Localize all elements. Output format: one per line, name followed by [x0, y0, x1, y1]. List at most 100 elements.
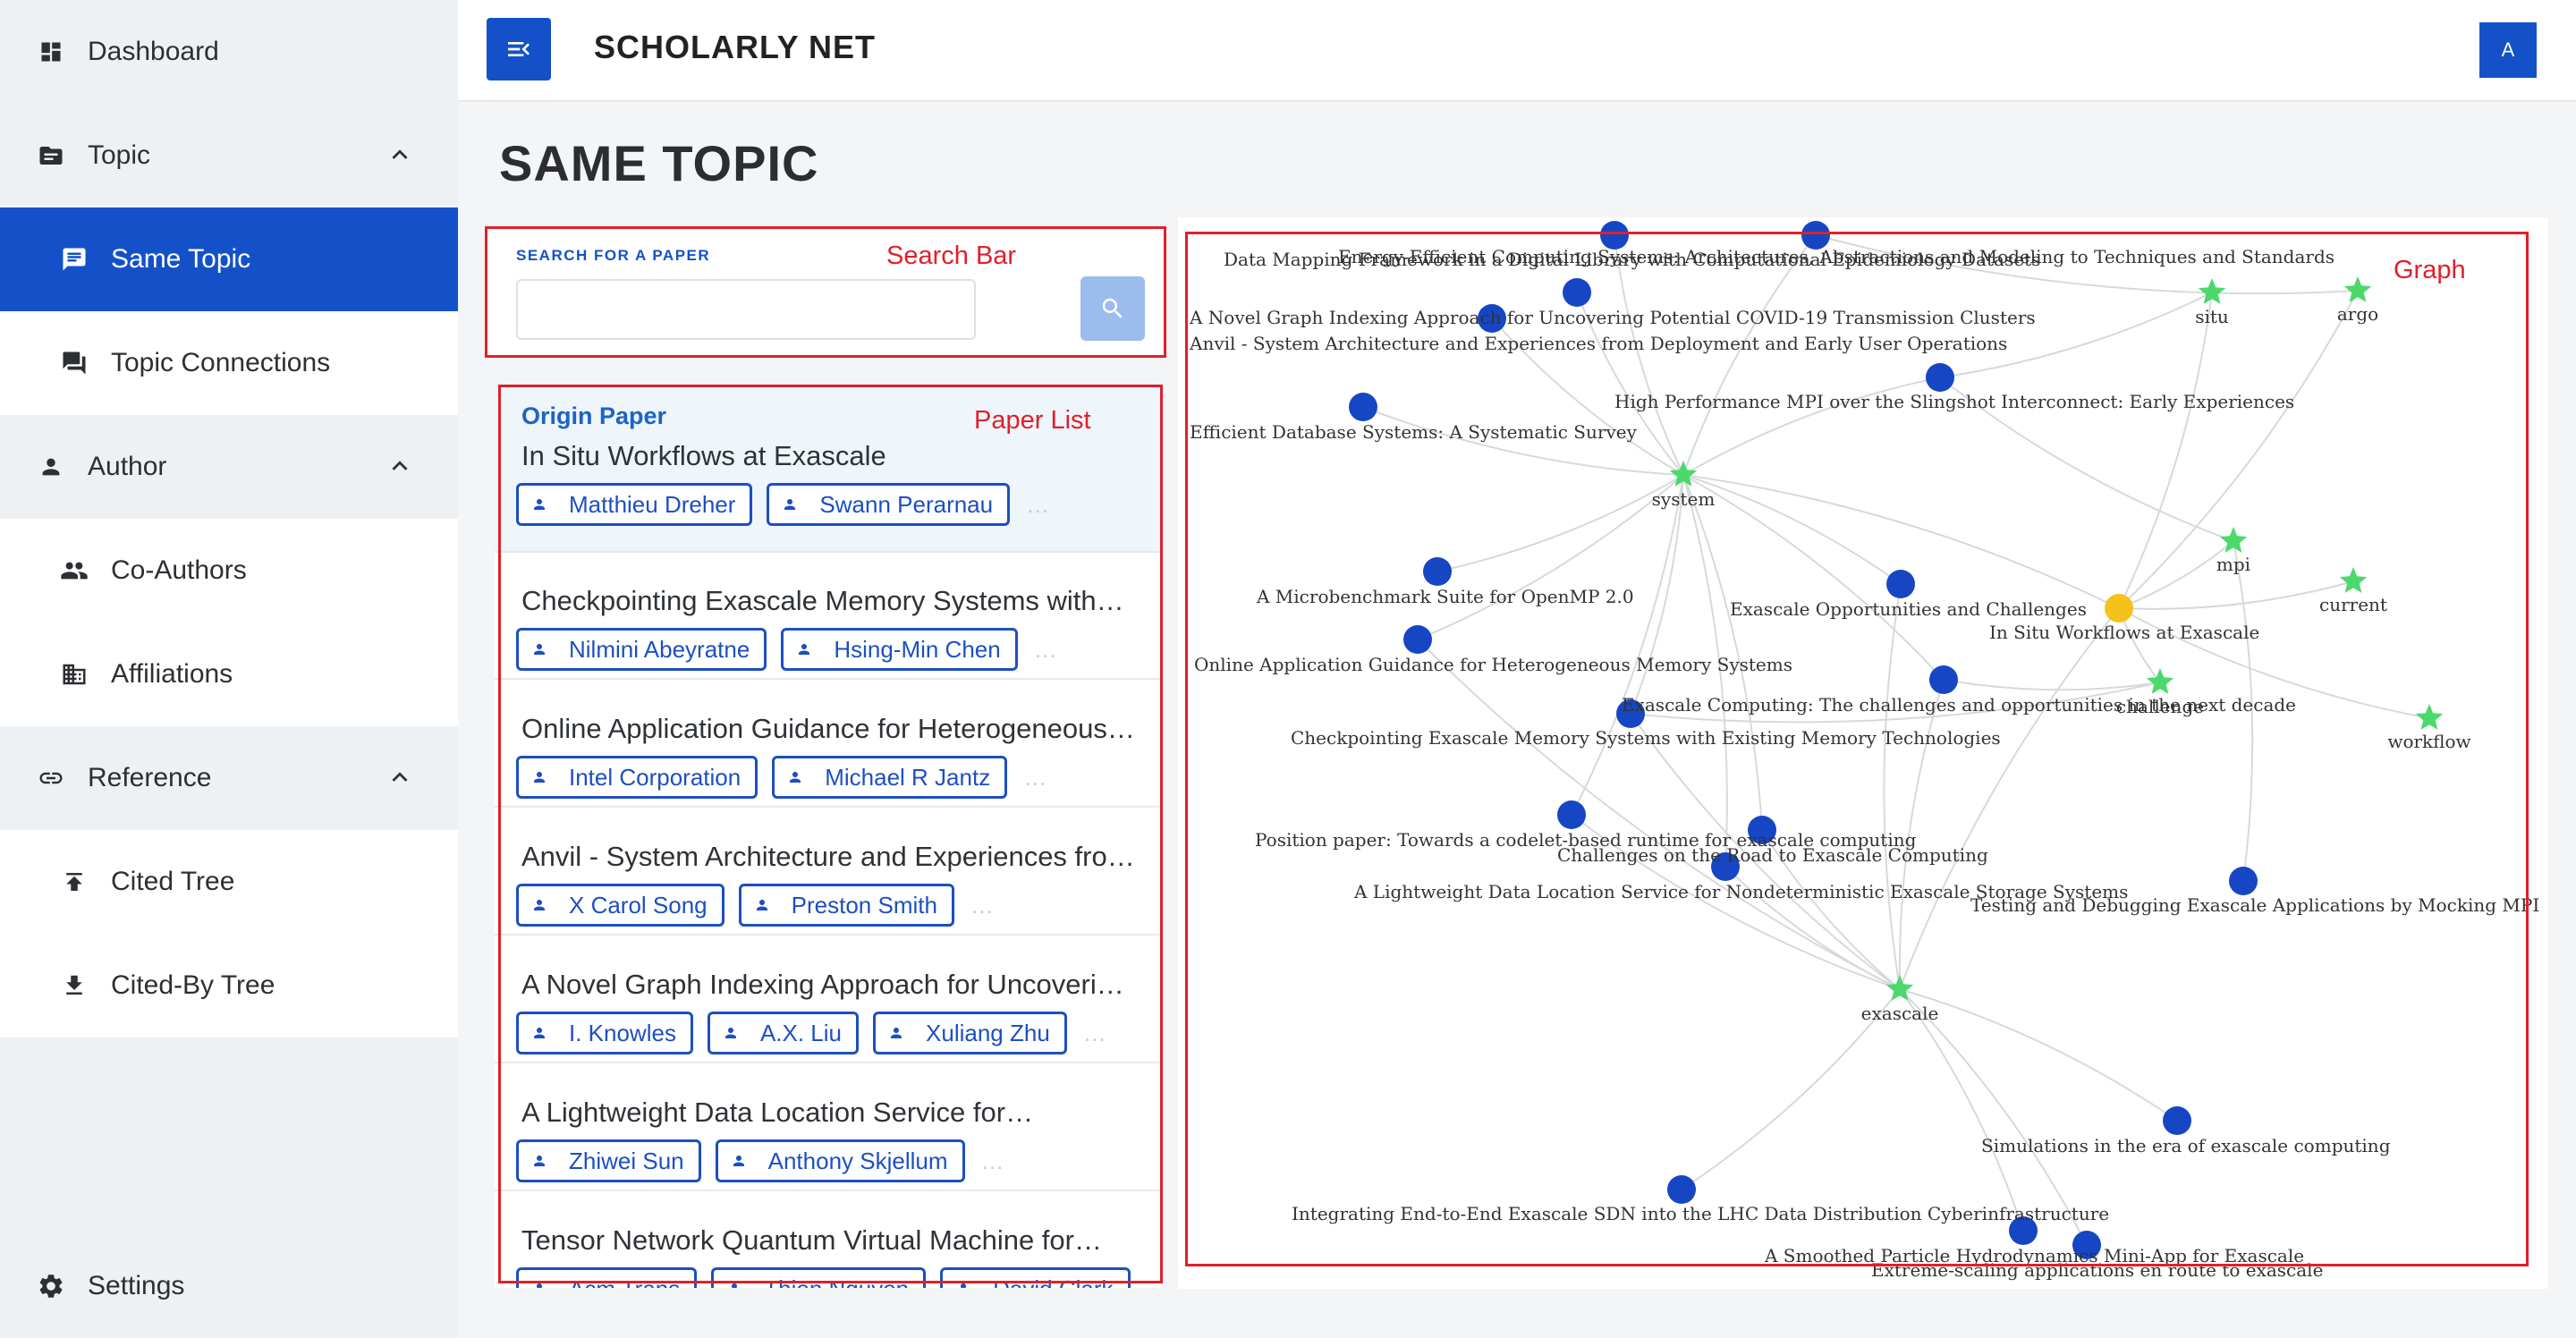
keyword-node[interactable]: [2343, 276, 2372, 302]
paper-node[interactable]: [2229, 867, 2258, 895]
sidebar-item-topic[interactable]: Topic: [0, 104, 458, 207]
paper-node[interactable]: [1403, 625, 1432, 654]
graph-edge: [2118, 290, 2359, 609]
sidebar-item-author[interactable]: Author: [0, 415, 458, 519]
paper-node[interactable]: [1711, 852, 1740, 881]
paper-title[interactable]: In Situ Workflows at Exascale: [521, 440, 886, 471]
paper-list-item[interactable]: Tensor Network Quantum Virtual Machine f…: [495, 1192, 1162, 1288]
sidebar-item-affiliations[interactable]: Affiliations: [0, 622, 458, 726]
paper-node[interactable]: [1926, 363, 1954, 392]
search-button[interactable]: [1080, 276, 1145, 341]
author-chip[interactable]: Xuliang Zhu: [873, 1012, 1067, 1054]
sidebar-item-cited-tree[interactable]: Cited Tree: [0, 830, 458, 934]
graph-edge: [1436, 474, 1684, 572]
paper-title[interactable]: Tensor Network Quantum Virtual Machine f…: [521, 1224, 1102, 1256]
menu-collapse-icon: [508, 42, 530, 56]
graph-edge: [1682, 377, 1941, 476]
paper-node[interactable]: [2072, 1231, 2101, 1259]
author-chip[interactable]: Intel Corporation: [516, 756, 758, 799]
author-chip[interactable]: A.X. Liu: [707, 1012, 860, 1054]
paper-title[interactable]: Checkpointing Exascale Memory Systems wi…: [521, 585, 1124, 616]
author-chip[interactable]: Preston Smith: [738, 884, 954, 927]
author-chip[interactable]: Michael R Jantz: [772, 756, 1008, 799]
more-authors-ellipsis[interactable]: …: [980, 1147, 1004, 1174]
paper-title[interactable]: A Lightweight Data Location Service for…: [521, 1097, 1034, 1128]
keyword-node-label: current: [2319, 594, 2387, 615]
author-chip[interactable]: Matthieu Dreher: [516, 483, 753, 526]
keyword-node[interactable]: [2198, 278, 2226, 304]
more-authors-ellipsis[interactable]: …: [1033, 635, 1057, 663]
author-chip[interactable]: Hsing-Min Chen: [781, 628, 1018, 671]
sidebar-item-label: Cited-By Tree: [111, 970, 275, 1000]
sidebar-item-label: Reference: [88, 763, 212, 792]
author-chip[interactable]: Acm Trans: [516, 1267, 698, 1288]
gear-icon: [36, 1271, 66, 1301]
sidebar-item-topic-connections[interactable]: Topic Connections: [0, 311, 458, 415]
paper-node[interactable]: [2163, 1106, 2191, 1135]
paper-list-item[interactable]: A Lightweight Data Location Service for……: [495, 1064, 1162, 1191]
paper-node-label: A Smoothed Particle Hydrodynamics Mini-A…: [1764, 1245, 2304, 1266]
more-authors-ellipsis[interactable]: …: [1023, 763, 1047, 791]
sidebar-item-same-topic[interactable]: Same Topic: [0, 207, 458, 311]
keyword-node[interactable]: [2219, 527, 2248, 553]
keyword-node[interactable]: [2415, 704, 2444, 730]
author-chip[interactable]: Anthony Skjellum: [715, 1139, 965, 1182]
paper-node[interactable]: [1423, 557, 1452, 586]
paper-title[interactable]: Anvil - System Architecture and Experien…: [521, 841, 1139, 872]
paper-node[interactable]: [1600, 221, 1629, 250]
sidebar-item-co-authors[interactable]: Co-Authors: [0, 519, 458, 622]
author-chip[interactable]: Zhiwei Sun: [516, 1139, 701, 1182]
person-icon: [731, 1153, 758, 1169]
chevron-up-icon[interactable]: [385, 140, 415, 170]
author-name: Zhiwei Sun: [569, 1147, 684, 1174]
avatar[interactable]: A: [2479, 22, 2537, 78]
sidebar-item-reference[interactable]: Reference: [0, 726, 458, 830]
paper-list-item[interactable]: Anvil - System Architecture and Experien…: [495, 809, 1162, 936]
sidebar-item-cited-by-tree[interactable]: Cited-By Tree: [0, 934, 458, 1037]
topic-graph[interactable]: Data Mapping Framework in a Digital Libr…: [1178, 217, 2548, 1289]
graph-edge: [1362, 406, 1684, 476]
paper-node[interactable]: [1929, 665, 1958, 694]
paper-node[interactable]: [1478, 304, 1506, 333]
graph-panel: Data Mapping Framework in a Digital Libr…: [1178, 217, 2548, 1289]
chevron-up-icon[interactable]: [385, 762, 415, 792]
origin-paper-item[interactable]: Origin Paper In Situ Workflows at Exascal…: [495, 383, 1162, 553]
author-chip[interactable]: Swann Perarnau: [767, 483, 1011, 526]
keyword-node[interactable]: [2339, 567, 2368, 593]
paper-list-item[interactable]: Online Application Guidance for Heteroge…: [495, 681, 1162, 808]
keyword-node[interactable]: [2146, 668, 2174, 694]
search-input[interactable]: [516, 279, 976, 340]
sidebar-item-settings[interactable]: Settings: [0, 1234, 458, 1338]
paper-node[interactable]: [2009, 1216, 2038, 1245]
keyword-node[interactable]: [1885, 975, 1914, 1001]
author-chip[interactable]: David Clark: [940, 1267, 1131, 1288]
paper-node[interactable]: [1801, 221, 1830, 250]
chevron-up-icon[interactable]: [385, 451, 415, 481]
paper-node[interactable]: [1748, 816, 1776, 844]
paper-node[interactable]: [1886, 570, 1915, 598]
paper-node-label: Simulations in the era of exascale compu…: [1981, 1135, 2391, 1156]
more-authors-ellipsis[interactable]: …: [970, 891, 994, 919]
menu-toggle-button[interactable]: [487, 18, 551, 80]
paper-node[interactable]: [1563, 278, 1591, 307]
sidebar-item-dashboard[interactable]: Dashboard: [0, 0, 458, 104]
paper-title[interactable]: A Novel Graph Indexing Approach for Unco…: [521, 969, 1139, 1000]
more-authors-ellipsis[interactable]: …: [1082, 1019, 1106, 1046]
paper-node[interactable]: [1349, 393, 1377, 421]
author-chip[interactable]: X Carol Song: [516, 884, 724, 927]
link-icon: [36, 763, 66, 793]
keyword-node[interactable]: [1669, 461, 1698, 487]
author-chip[interactable]: Nilmini Abeyratne: [516, 628, 767, 671]
paper-list-item[interactable]: A Novel Graph Indexing Approach for Unco…: [495, 936, 1162, 1063]
origin-paper-node[interactable]: [2105, 594, 2133, 622]
person-icon: [726, 1281, 753, 1288]
more-authors-ellipsis[interactable]: …: [1026, 490, 1050, 518]
paper-list-item[interactable]: Checkpointing Exascale Memory Systems wi…: [495, 553, 1162, 680]
settings-label: Settings: [88, 1271, 185, 1300]
paper-node[interactable]: [1667, 1175, 1696, 1204]
author-chip[interactable]: Thien Nguyen: [711, 1267, 927, 1288]
paper-node[interactable]: [1616, 699, 1645, 728]
paper-title[interactable]: Online Application Guidance for Heteroge…: [521, 713, 1135, 744]
paper-node[interactable]: [1557, 800, 1586, 829]
author-chip[interactable]: I. Knowles: [516, 1012, 693, 1054]
